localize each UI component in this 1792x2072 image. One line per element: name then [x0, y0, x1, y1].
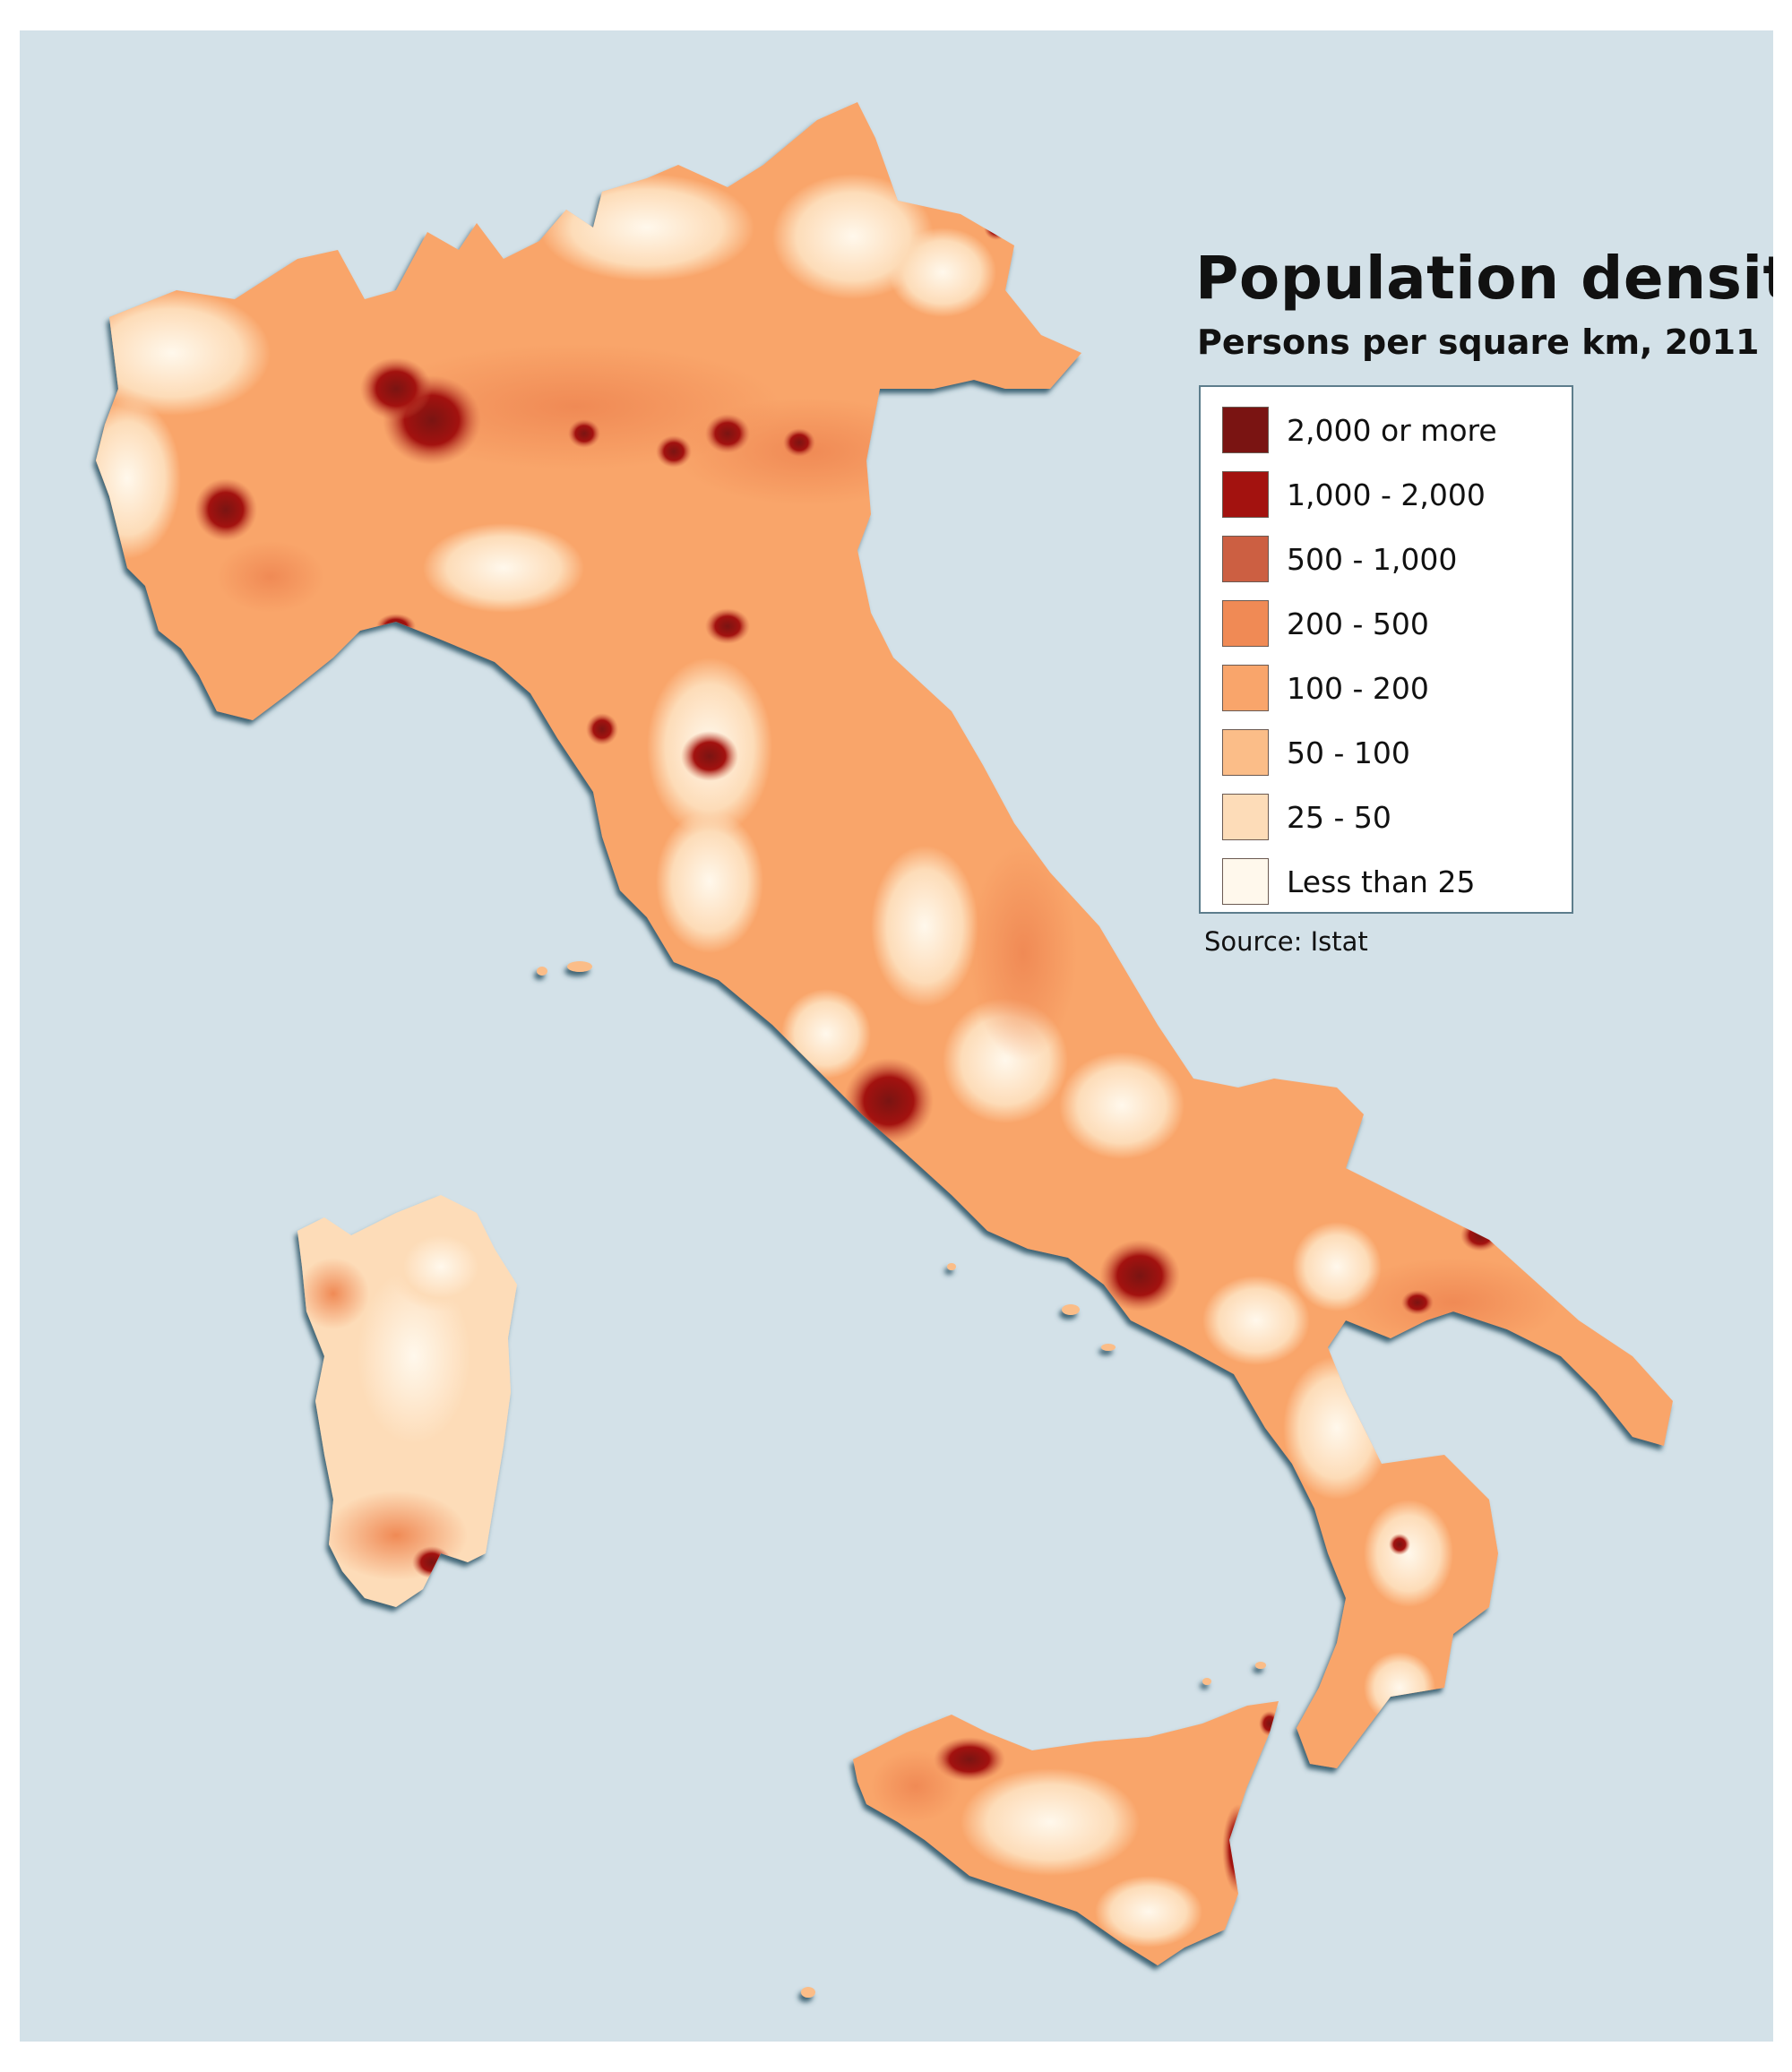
legend-item: 500 - 1,000 — [1222, 534, 1457, 584]
legend-swatch — [1222, 665, 1269, 711]
legend-item: 1,000 - 2,000 — [1222, 469, 1486, 520]
legend-label: 50 - 100 — [1287, 735, 1410, 770]
legend-item: Less than 25 — [1222, 856, 1475, 907]
legend-item: 100 - 200 — [1222, 663, 1429, 713]
map-frame: Population density Persons per square km… — [20, 30, 1773, 2042]
legend-label: 200 - 500 — [1287, 606, 1429, 641]
legend-swatch — [1222, 794, 1269, 840]
legend-swatch — [1222, 858, 1269, 905]
legend: 2,000 or more 1,000 - 2,000 500 - 1,000 … — [1199, 385, 1573, 914]
legend-label: 25 - 50 — [1287, 799, 1391, 835]
legend-label: 100 - 200 — [1287, 670, 1429, 706]
legend-label: 2,000 or more — [1287, 412, 1497, 448]
legend-swatch — [1222, 407, 1269, 453]
legend-swatch — [1222, 729, 1269, 776]
legend-swatch — [1222, 471, 1269, 518]
legend-label: 500 - 1,000 — [1287, 541, 1458, 577]
mainland-density — [96, 174, 1561, 1724]
legend-swatch — [1222, 600, 1269, 647]
legend-item: 25 - 50 — [1222, 792, 1391, 842]
source-note: Source: Istat — [1204, 926, 1368, 957]
legend-swatch — [1222, 536, 1269, 582]
legend-label: Less than 25 — [1287, 864, 1476, 899]
map-title: Population density — [1195, 244, 1773, 313]
legend-label: 1,000 - 2,000 — [1287, 477, 1486, 512]
sicily-density — [871, 1711, 1279, 1947]
small-islands — [537, 961, 1266, 1998]
landmass — [96, 102, 1673, 1965]
legend-item: 50 - 100 — [1222, 727, 1410, 778]
italy-map — [96, 102, 1673, 1998]
legend-item: 2,000 or more — [1222, 405, 1497, 455]
sardinia-density — [297, 1222, 495, 1580]
legend-item: 200 - 500 — [1222, 598, 1429, 649]
map-subtitle: Persons per square km, 2011 — [1197, 322, 1760, 362]
